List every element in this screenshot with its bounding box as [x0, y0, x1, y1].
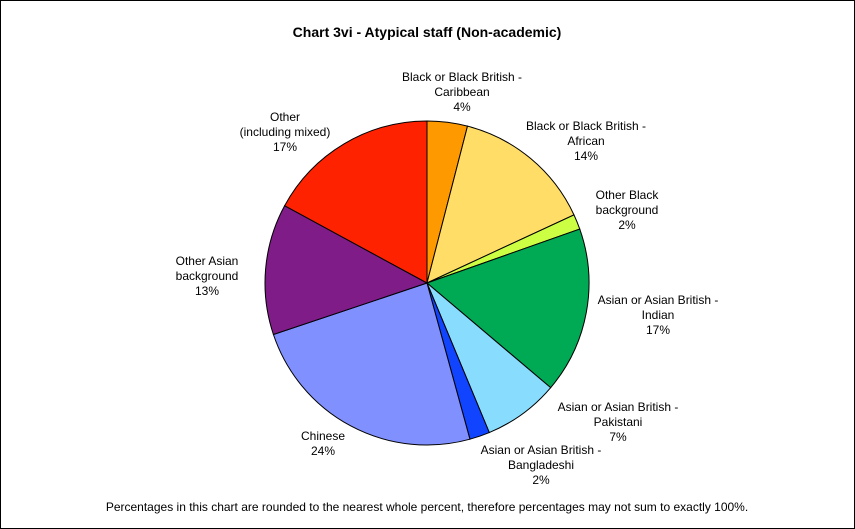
slice-percent: 17% — [646, 323, 670, 337]
slice-percent: 13% — [195, 284, 219, 298]
slice-label: Other (including mixed) 17% — [240, 110, 331, 154]
slice-label-line: background — [596, 203, 659, 217]
slice-percent: 7% — [609, 430, 627, 444]
slice-label-line: Asian or Asian British - — [598, 293, 719, 307]
slice-label: Other Black background 2% — [596, 188, 660, 232]
slice-label-line: Other — [270, 110, 300, 124]
slice-label-line: Bangladeshi — [508, 458, 574, 472]
slice-percent: 14% — [574, 149, 598, 163]
slice-label-line: Other Asian — [176, 254, 239, 268]
slice-label-line: Asian or Asian British - — [481, 443, 602, 457]
slice-label-line: Indian — [642, 308, 675, 322]
slice-label: Asian or Asian British -Bangladeshi 2% — [481, 443, 602, 487]
slice-label-line: background — [176, 269, 239, 283]
pie-slice — [264, 205, 429, 336]
slice-label-line: Chinese — [301, 429, 345, 443]
slice-label: Asian or Asian British -Pakistani 7% — [558, 400, 679, 444]
slice-label-line: African — [567, 134, 604, 148]
slice-label-line: Black or Black British - — [402, 70, 522, 84]
slice-label: Chinese 24% — [301, 429, 345, 458]
slice-label-line: Other Black — [596, 188, 660, 202]
pie-slice — [272, 282, 471, 446]
slice-label-line: Asian or Asian British - — [558, 400, 679, 414]
pie-slice — [283, 120, 428, 284]
pie-slices — [264, 120, 590, 446]
slice-label: Black or Black British -African 14% — [526, 119, 646, 163]
slice-percent: 2% — [618, 218, 636, 232]
pie-slice — [426, 228, 590, 389]
slice-label-line: Caribbean — [434, 85, 489, 99]
slice-percent: 4% — [453, 100, 471, 114]
slice-label: Black or Black British -Caribbean 4% — [402, 70, 522, 114]
pie-slice — [426, 125, 575, 284]
slice-percent: 2% — [532, 473, 550, 487]
slice-percent: 17% — [273, 140, 297, 154]
slice-label: Other Asian background 13% — [176, 254, 239, 298]
slice-label-line: Black or Black British - — [526, 119, 646, 133]
chart-title: Chart 3vi - Atypical staff (Non-academic… — [293, 24, 562, 40]
slice-percent: 24% — [311, 444, 335, 458]
chart-footnote: Percentages in this chart are rounded to… — [106, 500, 748, 514]
slice-label-line: (including mixed) — [240, 125, 331, 139]
slice-labels: Black or Black British -Caribbean 4%Black… — [176, 70, 719, 487]
slice-label: Asian or Asian British -Indian 17% — [598, 293, 719, 337]
slice-label-line: Pakistani — [594, 415, 643, 429]
